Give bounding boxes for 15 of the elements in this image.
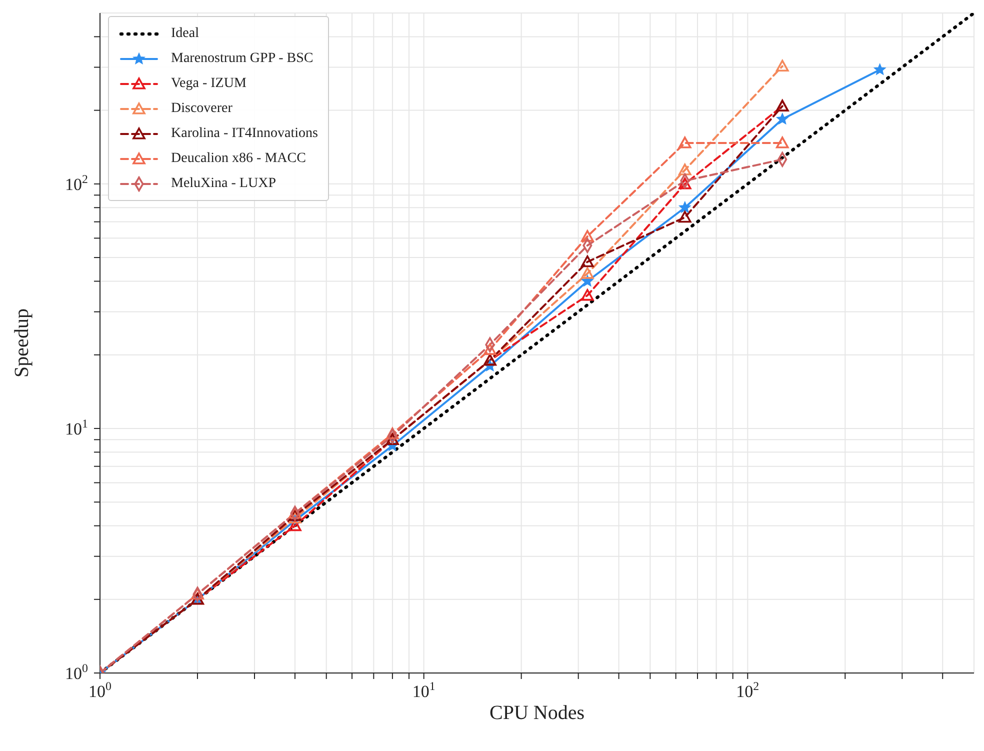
x-tick-label: 10$^{1}$: [412, 679, 436, 701]
x-axis-title: CPU Nodes: [489, 702, 585, 724]
x-tick-label: 10$^{2}$: [736, 679, 760, 701]
legend-label: Karolina - IT4Innovations: [171, 126, 318, 142]
legend-label: Vega - IZUM: [171, 76, 246, 92]
legend-label: Marenostrum GPP - BSC: [171, 50, 314, 66]
y-tick-label: 10$^{2}$: [65, 172, 88, 194]
y-tick-label: 10$^{0}$: [65, 661, 88, 683]
y-tick-label: 10$^{1}$: [65, 416, 88, 438]
legend-label: Ideal: [171, 26, 199, 42]
y-axis-title: Speedup: [11, 308, 33, 378]
legend-label: Deucalion x86 - MACC: [171, 150, 306, 166]
legend-label: MeluXina - LUXP: [171, 176, 276, 192]
x-tick-label: 10$^{0}$: [88, 679, 112, 701]
legend-label: Discoverer: [171, 100, 232, 116]
